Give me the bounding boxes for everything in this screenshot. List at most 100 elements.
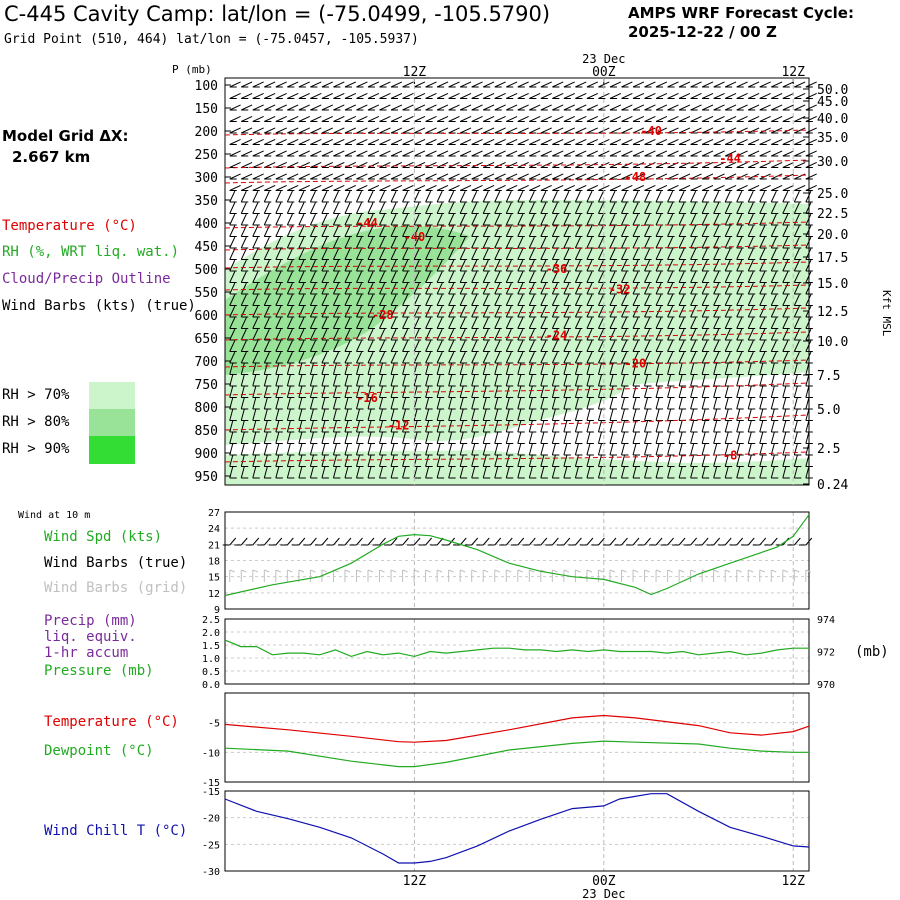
wind-barb-staff: [724, 317, 731, 329]
legend-temperature: Temperature (°C): [2, 218, 137, 234]
wind-barb-staff: [770, 454, 775, 467]
wind-barb-staff: [494, 236, 501, 249]
wind-barb-staff: [390, 213, 397, 226]
wind-barb-staff: [436, 351, 443, 364]
wind-barb-staff: [621, 431, 626, 444]
wind-barb-staff: [574, 294, 581, 306]
profile-kft-tick-label: 12.5: [817, 305, 848, 320]
wind-barb-staff: [563, 202, 570, 214]
wind-barb-staff: [321, 248, 328, 260]
wind-barb-staff: [609, 138, 622, 145]
wind-barb-staff: [344, 340, 351, 352]
wind-barb-staff: [286, 443, 291, 456]
windchill-tick-label: -30: [202, 867, 220, 878]
wind-barb-staff: [482, 202, 489, 214]
wind-barb-staff: [574, 236, 581, 249]
profile-y-tick-label: 600: [195, 309, 218, 324]
wind-barb-staff: [275, 294, 282, 306]
wind-barb-staff: [309, 454, 314, 467]
wind-barb-staff: [759, 431, 764, 444]
wind-barb-staff: [759, 408, 764, 421]
wind-barb-staff: [793, 225, 800, 237]
wind-barb-staff: [621, 294, 628, 306]
wind-barb-staff: [229, 305, 236, 318]
wind-barb-staff: [574, 225, 581, 237]
wind-barb-staff: [344, 466, 349, 479]
wind-barb-staff: [298, 127, 310, 134]
wind-barb-staff: [229, 259, 236, 272]
wind-barb-staff: [597, 362, 603, 375]
wind-barb-staff: [413, 115, 426, 122]
wind10m-barb-true: [517, 537, 525, 546]
profile-y-tick-label: 550: [195, 286, 218, 301]
wind-barb-staff: [459, 443, 464, 456]
wind-barb-staff: [621, 81, 633, 88]
wind-barb-staff: [309, 385, 314, 398]
windchill-tick-label: -20: [202, 814, 220, 825]
wind-barb-staff: [517, 282, 524, 295]
wind-barb-staff: [517, 317, 524, 329]
precip-tick-label: 2.0: [202, 628, 220, 639]
wind10m-barb-grid-flag: [287, 569, 293, 573]
wind-barb-staff: [690, 397, 695, 410]
wind-barb-staff: [367, 454, 372, 467]
wind-barb-staff: [275, 236, 282, 249]
wind-barb-staff: [632, 225, 639, 237]
wind-barb-staff: [770, 385, 775, 398]
wind-barb-staff: [747, 259, 754, 272]
wind-barb-staff: [690, 408, 695, 421]
wind-barb-staff: [621, 374, 626, 387]
wind-barb-staff: [229, 454, 234, 467]
wind10m-barb-true: [263, 537, 271, 546]
wind-barb-staff: [367, 466, 372, 479]
wind-barb-staff: [425, 138, 437, 145]
wind-barb-staff: [621, 115, 633, 122]
wind-barb-staff: [298, 213, 305, 226]
wind-barb-staff: [540, 328, 547, 341]
wind-barb-staff: [241, 92, 253, 99]
wind-barb-staff: [736, 81, 748, 88]
wind10m-barb-true: [344, 537, 352, 546]
wind10m-barb-true: [678, 537, 686, 546]
wind-barb-staff: [713, 340, 720, 352]
wind10m-barb-grid-flag: [264, 569, 270, 573]
wind-barb-staff: [240, 362, 245, 375]
wind-barb-staff: [471, 161, 483, 168]
wind-barb-staff: [229, 225, 236, 237]
wind-barb-staff: [794, 81, 806, 88]
wind-barb-staff: [632, 385, 637, 398]
wind-barb-staff: [436, 81, 449, 88]
wind-barb-staff: [678, 161, 691, 168]
wind-barb-staff: [551, 454, 556, 467]
wind-barb-staff: [724, 466, 729, 479]
wind-barb-staff: [770, 271, 777, 283]
wind-barb-staff: [632, 184, 645, 191]
wind-barb-staff: [367, 225, 374, 237]
wind-barb-staff: [701, 351, 708, 364]
wind-barb-staff: [540, 317, 547, 329]
wind-barb-staff: [321, 81, 333, 88]
wind10m-barb-true: [551, 537, 559, 546]
wind-barb-staff: [367, 104, 380, 111]
wind-barb-staff: [275, 190, 282, 203]
wind-barb-staff: [425, 259, 432, 272]
wind-barb-staff: [517, 374, 522, 387]
wind-barb-staff: [805, 248, 812, 260]
wind-barb-staff: [632, 328, 639, 341]
wind-barb-staff: [413, 351, 420, 364]
wind-barb-staff: [713, 397, 718, 410]
wind-barb-staff: [298, 443, 303, 456]
wind-barb-staff: [413, 150, 426, 157]
wind-barb-staff: [309, 466, 314, 479]
wind-barb-staff: [701, 408, 706, 421]
wind-barb-staff: [287, 150, 299, 157]
wind-barb-staff: [252, 420, 257, 433]
wind10m-barb-grid-flag: [390, 569, 397, 573]
wind-barb-staff: [471, 466, 476, 479]
pressure-tick-label: 972: [817, 648, 835, 659]
wind-barb-staff: [425, 115, 437, 122]
wind-barb-staff: [597, 374, 603, 387]
wind-barb-staff: [229, 115, 241, 122]
wind10m-barb-true: [356, 537, 363, 546]
wind-barb-staff: [759, 385, 764, 398]
